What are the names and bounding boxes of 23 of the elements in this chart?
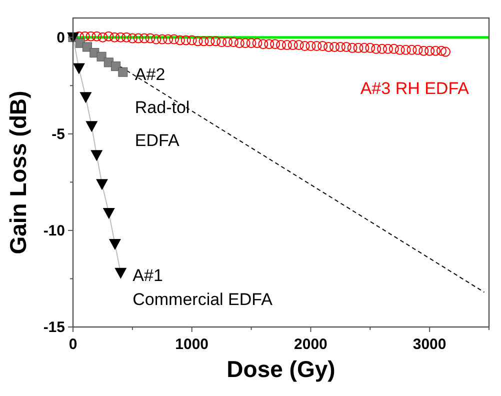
- y-tick-label: -5: [52, 126, 65, 143]
- y-tick-label: -10: [43, 222, 65, 240]
- point: [118, 67, 128, 77]
- x-tick-label: 2000: [294, 336, 328, 353]
- point: [86, 121, 98, 132]
- x-tick-label: 3000: [412, 336, 446, 353]
- series-label: A#1 Commercial EDFA: [132, 266, 274, 309]
- point: [96, 52, 106, 62]
- y-tick-label: -15: [43, 319, 65, 336]
- point: [72, 63, 85, 74]
- point: [90, 150, 103, 162]
- series-label: A#2 Rad-tol EDFA: [134, 65, 190, 150]
- point: [114, 268, 127, 279]
- point: [102, 208, 115, 220]
- y-tick-label: 0: [56, 29, 65, 46]
- x-axis-title: Dose (Gy): [226, 356, 336, 382]
- point: [108, 238, 121, 250]
- x-tick-label: 0: [68, 336, 78, 353]
- x-tick-label: 1000: [175, 336, 209, 353]
- y-axis-title: Gain Loss (dB): [5, 90, 31, 254]
- point: [80, 92, 92, 104]
- point: [96, 179, 108, 190]
- series-label: A#3 RH EDFA: [360, 78, 470, 98]
